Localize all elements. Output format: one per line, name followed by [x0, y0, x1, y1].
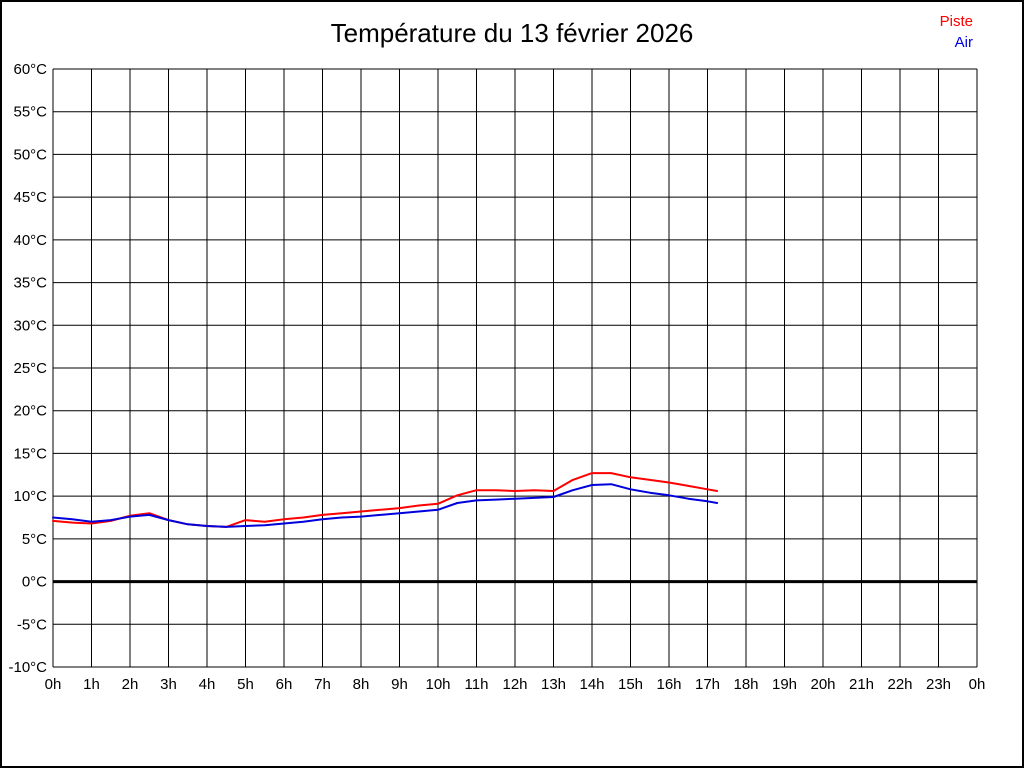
x-tick-label: 19h — [772, 676, 797, 693]
x-tick-label: 1h — [83, 676, 100, 693]
y-tick-label: 55°C — [13, 104, 47, 121]
x-tick-label: 4h — [199, 676, 216, 693]
x-tick-label: 23h — [926, 676, 951, 693]
x-tick-label: 21h — [849, 676, 874, 693]
x-tick-label: 18h — [733, 676, 758, 693]
y-tick-label: 35°C — [13, 275, 47, 292]
x-tick-label: 8h — [353, 676, 370, 693]
x-tick-label: 16h — [656, 676, 681, 693]
x-tick-label: 6h — [276, 676, 293, 693]
x-tick-label: 12h — [502, 676, 527, 693]
legend-item-air: Air — [954, 34, 973, 51]
x-tick-label: 20h — [810, 676, 835, 693]
y-tick-label: 50°C — [13, 146, 47, 163]
x-tick-label: 10h — [425, 676, 450, 693]
y-tick-label: 30°C — [13, 317, 47, 334]
y-tick-label: 10°C — [13, 488, 47, 505]
y-tick-label: -5°C — [17, 616, 47, 633]
x-tick-label: 0h — [969, 676, 986, 693]
x-tick-label: 2h — [122, 676, 139, 693]
y-tick-label: 45°C — [13, 189, 47, 206]
x-tick-label: 15h — [618, 676, 643, 693]
chart-legend: Piste Air — [940, 11, 973, 53]
x-tick-label: 14h — [579, 676, 604, 693]
x-tick-label: 3h — [160, 676, 177, 693]
legend-item-piste: Piste — [939, 13, 973, 30]
x-tick-label: 17h — [695, 676, 720, 693]
y-tick-label: 60°C — [13, 61, 47, 78]
y-tick-label: -10°C — [8, 659, 47, 676]
x-tick-label: 0h — [45, 676, 62, 693]
x-tick-label: 13h — [541, 676, 566, 693]
x-tick-label: 22h — [887, 676, 912, 693]
y-tick-label: 0°C — [22, 574, 47, 591]
piste-line — [52, 472, 719, 528]
y-tick-label: 25°C — [13, 360, 47, 377]
y-tick-label: 40°C — [13, 232, 47, 249]
y-tick-label: 20°C — [13, 403, 47, 420]
y-tick-label: 5°C — [22, 531, 47, 548]
x-tick-label: 9h — [391, 676, 408, 693]
chart-title: Température du 13 février 2026 — [330, 18, 694, 48]
x-tick-label: 7h — [314, 676, 331, 693]
x-tick-label: 5h — [237, 676, 254, 693]
x-tick-label: 11h — [465, 676, 489, 693]
y-tick-label: 15°C — [13, 445, 47, 462]
air-line — [52, 483, 719, 528]
